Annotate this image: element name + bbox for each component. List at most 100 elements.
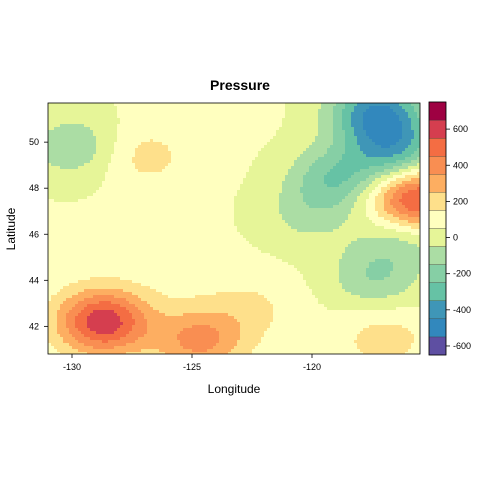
contour-cell bbox=[219, 271, 223, 275]
contour-cell bbox=[159, 169, 163, 173]
contour-cell bbox=[156, 214, 160, 218]
contour-cell bbox=[177, 205, 181, 209]
contour-cell bbox=[207, 346, 211, 350]
contour-cell bbox=[75, 247, 79, 251]
contour-cell bbox=[84, 328, 88, 332]
contour-cell bbox=[57, 301, 61, 305]
contour-cell bbox=[219, 283, 223, 287]
contour-cell bbox=[171, 214, 175, 218]
contour-cell bbox=[177, 211, 181, 215]
contour-cell bbox=[69, 322, 73, 326]
contour-cell bbox=[114, 334, 118, 338]
contour-cell bbox=[198, 352, 202, 354]
contour-cell bbox=[171, 166, 175, 170]
contour-cell bbox=[174, 268, 178, 272]
contour-cell bbox=[183, 148, 187, 152]
contour-cell bbox=[192, 322, 196, 326]
contour-cell bbox=[165, 205, 169, 209]
contour-cell bbox=[117, 268, 121, 272]
contour-cell bbox=[147, 289, 151, 293]
contour-cell bbox=[132, 193, 136, 197]
contour-cell bbox=[102, 130, 106, 134]
contour-cell bbox=[189, 151, 193, 155]
contour-cell bbox=[216, 205, 220, 209]
contour-cell bbox=[63, 202, 67, 206]
contour-cell bbox=[201, 247, 205, 251]
contour-cell bbox=[144, 187, 148, 191]
contour-cell bbox=[60, 283, 64, 287]
contour-cell bbox=[192, 148, 196, 152]
contour-cell bbox=[165, 163, 169, 167]
contour-cell bbox=[120, 352, 124, 354]
contour-cell bbox=[150, 286, 154, 290]
contour-cell bbox=[63, 310, 67, 314]
contour-cell bbox=[198, 340, 202, 344]
contour-cell bbox=[72, 295, 76, 299]
contour-cell bbox=[60, 196, 64, 200]
contour-cell bbox=[144, 160, 148, 164]
contour-cell bbox=[159, 181, 163, 185]
contour-cell bbox=[105, 160, 109, 164]
contour-cell bbox=[132, 286, 136, 290]
contour-cell bbox=[78, 175, 82, 179]
contour-cell bbox=[69, 325, 73, 329]
contour-cell bbox=[93, 310, 97, 314]
contour-cell bbox=[141, 115, 145, 119]
contour-cell bbox=[150, 307, 154, 311]
contour-cell bbox=[93, 304, 97, 308]
contour-cell bbox=[207, 337, 211, 341]
contour-cell bbox=[195, 253, 199, 257]
contour-cell bbox=[123, 160, 127, 164]
contour-cell bbox=[195, 286, 199, 290]
contour-cell bbox=[69, 181, 73, 185]
contour-cell bbox=[84, 298, 88, 302]
contour-cell bbox=[63, 127, 67, 131]
contour-cell bbox=[171, 313, 175, 317]
contour-cell bbox=[183, 136, 187, 140]
contour-cell bbox=[198, 160, 202, 164]
contour-cell bbox=[180, 190, 184, 194]
contour-cell bbox=[90, 211, 94, 215]
contour-cell bbox=[219, 181, 223, 185]
contour-cell bbox=[123, 256, 127, 260]
contour-cell bbox=[174, 112, 178, 116]
contour-cell bbox=[117, 211, 121, 215]
contour-cell bbox=[84, 235, 88, 239]
contour-cell bbox=[102, 196, 106, 200]
contour-cell bbox=[216, 142, 220, 146]
contour-cell bbox=[72, 193, 76, 197]
contour-cell bbox=[159, 151, 163, 155]
contour-cell bbox=[207, 268, 211, 272]
contour-cell bbox=[84, 145, 88, 149]
contour-cell bbox=[72, 277, 76, 281]
contour-cell bbox=[78, 169, 82, 173]
contour-cell bbox=[162, 259, 166, 263]
contour-cell bbox=[183, 130, 187, 134]
contour-cell bbox=[177, 283, 181, 287]
contour-cell bbox=[135, 247, 139, 251]
contour-cell bbox=[213, 130, 217, 134]
contour-cell bbox=[195, 325, 199, 329]
contour-cell bbox=[219, 220, 223, 224]
contour-cell bbox=[96, 178, 100, 182]
contour-cell bbox=[111, 190, 115, 194]
contour-cell bbox=[117, 181, 121, 185]
contour-cell bbox=[78, 316, 82, 320]
contour-cell bbox=[114, 172, 118, 176]
contour-cell bbox=[216, 127, 220, 131]
contour-cell bbox=[159, 322, 163, 326]
contour-cell bbox=[141, 331, 145, 335]
contour-cell bbox=[186, 157, 190, 161]
contour-cell bbox=[222, 289, 226, 293]
contour-cell bbox=[102, 199, 106, 203]
contour-cell bbox=[75, 187, 79, 191]
contour-cell bbox=[66, 220, 70, 224]
contour-cell bbox=[219, 295, 223, 299]
contour-cell bbox=[165, 298, 169, 302]
contour-cell bbox=[156, 250, 160, 254]
contour-cell bbox=[57, 109, 61, 113]
contour-cell bbox=[210, 121, 214, 125]
contour-cell bbox=[192, 262, 196, 266]
contour-cell bbox=[153, 118, 157, 122]
contour-cell bbox=[48, 322, 52, 326]
